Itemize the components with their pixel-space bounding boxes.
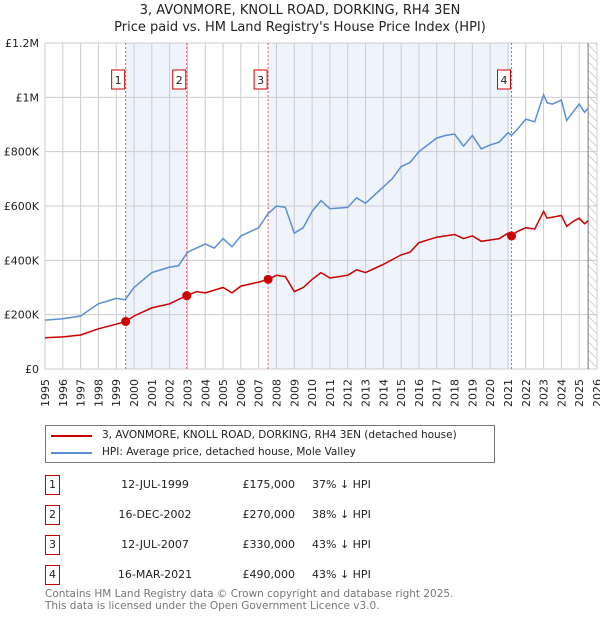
y-tick-label: £1.2M [5,37,39,50]
sale-marker-box-4 [497,69,512,90]
y-tick-label: £600K [4,200,40,213]
x-tick-label: 2022 [520,379,533,407]
x-tick-label: 1999 [110,379,123,407]
sale-hpi-diff: 43% ↓ HPI [312,568,371,581]
sale-date: 12-JUL-2007 [121,538,189,551]
x-tick-label: 2007 [253,379,266,407]
sale-hpi-diff: 43% ↓ HPI [312,538,371,551]
sale-price: £330,000 [242,538,296,551]
chart-title: 3, AVONMORE, KNOLL ROAD, DORKING, RH4 3E… [139,3,461,18]
legend-swatch-hpi [51,451,92,454]
y-tick-label: £1M [16,91,40,104]
sale-price: £490,000 [242,568,296,581]
sale-marker-box-2 [172,69,187,90]
sale-date: 16-DEC-2002 [118,508,192,521]
sale-marker-label-3: 3 [257,74,264,87]
sale-marker-box-1 [111,69,126,90]
sale-number: 4 [45,565,60,585]
legend-label-property: 3, AVONMORE, KNOLL ROAD, DORKING, RH4 3E… [102,429,457,441]
sale-number: 2 [45,505,60,525]
x-tick-label: 1995 [39,379,52,407]
hpi-line [44,92,589,321]
x-tick-label: 2006 [235,379,248,407]
x-tick-label: 2009 [288,379,301,407]
sale-row: 4 16-MAR-2021 £490,000 43% ↓ HPI [45,565,445,585]
property-price-line [44,209,589,339]
sale-point-4 [507,231,517,241]
chart-subtitle: Price paid vs. HM Land Registry's House … [114,20,486,35]
sale-hpi-diff: 37% ↓ HPI [312,478,371,491]
y-tick-label: £800K [4,146,40,159]
x-tick-label: 2013 [360,379,373,407]
sale-marker-label-1: 1 [115,74,122,87]
sale-point-2 [182,291,192,301]
y-tick-label: £400K [4,254,40,267]
x-tick-label: 2021 [502,379,515,407]
x-tick-label: 2003 [181,379,194,407]
legend-swatch-property [51,434,92,437]
x-tick-label: 2012 [342,379,355,407]
sale-date: 12-JUL-1999 [121,478,189,491]
x-tick-label: 1997 [75,379,88,407]
x-tick-label: 2001 [146,379,159,407]
x-tick-label: 2005 [217,379,230,407]
legend: 3, AVONMORE, KNOLL ROAD, DORKING, RH4 3E… [45,425,495,463]
x-tick-label: 2014 [377,379,390,407]
footer-copyright: Contains HM Land Registry data © Crown c… [45,588,454,600]
sale-number: 1 [45,475,60,495]
plot-area: 1995 1996 1997 1998 1999 2000 2001 2002 2003 2004… [4,37,600,407]
sale-price: £270,000 [242,508,296,521]
x-tick-label: 2019 [466,379,479,407]
sale-hpi-diff: 38% ↓ HPI [312,508,371,521]
x-tick-label: 2024 [555,379,568,407]
sale-marker-label-2: 2 [176,74,183,87]
x-tick-label: 2000 [128,379,141,407]
sale-point-3 [263,274,273,284]
sale-row: 3 12-JUL-2007 £330,000 43% ↓ HPI [45,535,445,555]
y-tick-label: £0 [25,363,39,376]
y-tick-label: £200K [4,309,40,322]
x-tick-label: 2020 [484,379,497,407]
x-tick-label: 1996 [57,379,70,407]
x-tick-label: 2008 [270,379,283,407]
x-tick-label: 2017 [431,379,444,407]
sale-date: 16-MAR-2021 [117,568,193,581]
sale-row: 2 16-DEC-2002 £270,000 38% ↓ HPI [45,505,445,525]
sale-marker-label-4: 4 [501,74,508,87]
sale-number: 3 [45,535,60,555]
x-tick-label: 2004 [199,379,212,407]
x-tick-label: 2025 [573,379,586,407]
sale-price: £175,000 [242,478,296,491]
sale-row: 1 12-JUL-1999 £175,000 37% ↓ HPI [45,475,445,495]
legend-label-hpi: HPI: Average price, detached house, Mole… [102,446,356,458]
x-tick-label: 2002 [164,379,177,407]
x-tick-label: 1998 [92,379,105,407]
x-tick-label: 2026 [591,379,600,407]
x-tick-label: 2016 [413,379,426,407]
x-tick-label: 2018 [449,379,462,407]
footer-licence: This data is licensed under the Open Gov… [45,600,380,612]
x-tick-label: 2011 [324,379,337,407]
x-tick-label: 2010 [306,379,319,407]
sale-marker-box-3 [253,69,268,90]
sale-point-1 [121,316,131,326]
x-tick-label: 2015 [395,379,408,407]
x-tick-label: 2023 [538,379,551,407]
